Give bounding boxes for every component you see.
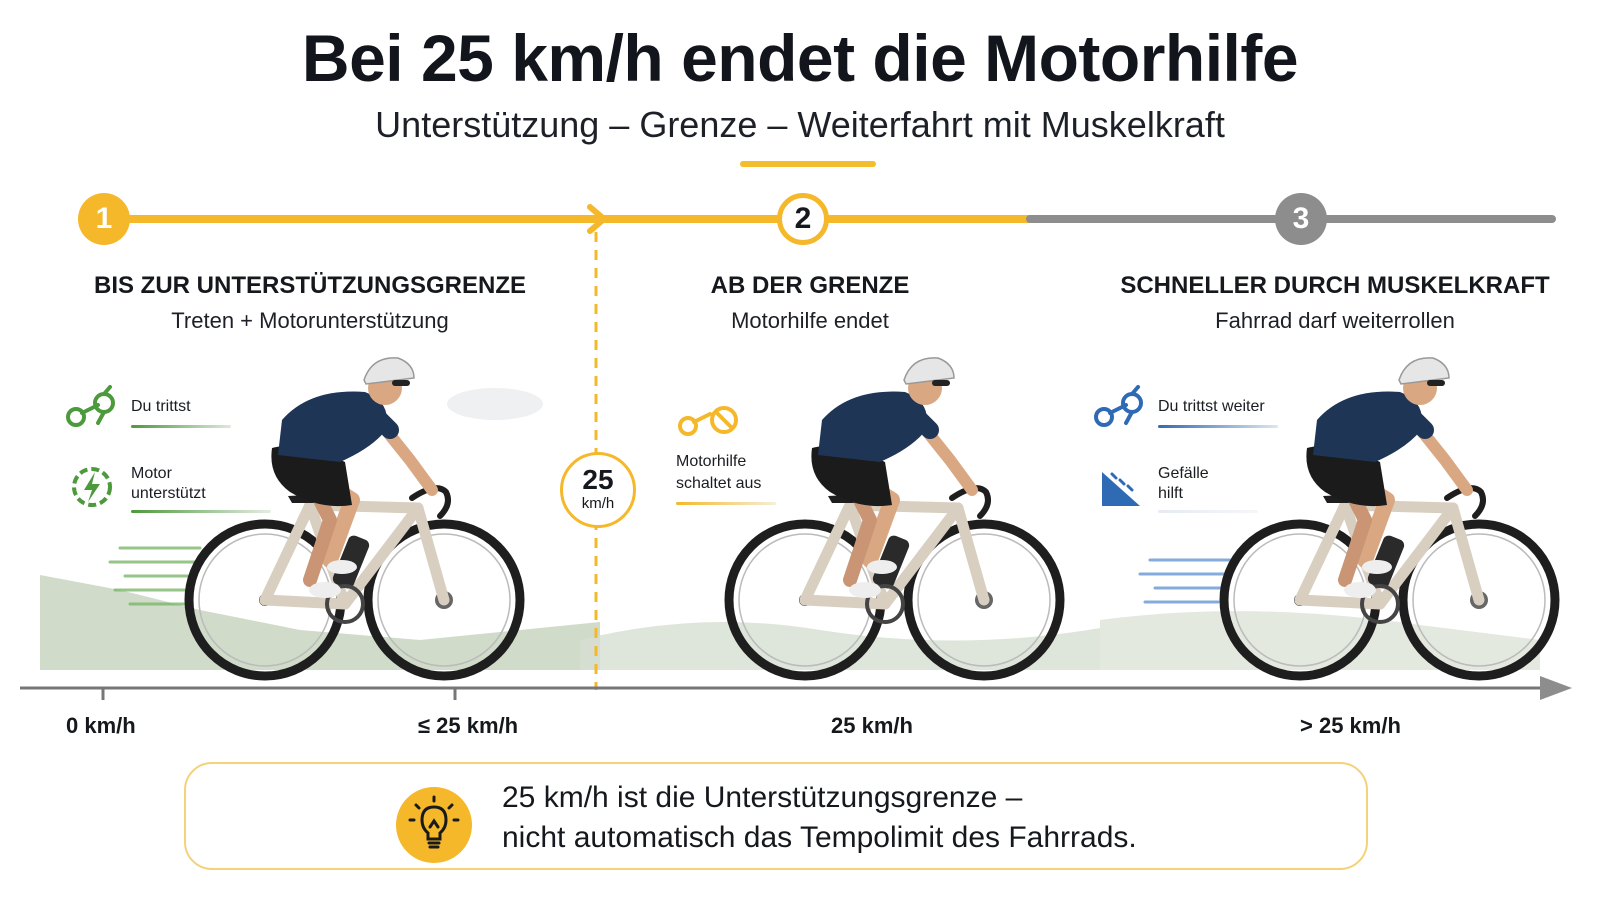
phase-3-subtitle: Fahrrad darf weiterrollen	[1215, 308, 1455, 333]
page-title: Bei 25 km/h endet die Motorhilfe	[301, 21, 1299, 95]
feature-motor-label-2: unterstützt	[131, 485, 206, 502]
pedal-crank-blue-icon	[1094, 385, 1143, 427]
feature-motor-bar	[131, 510, 271, 513]
step-3-marker: 3	[1275, 193, 1327, 245]
phase-1-title: BIS ZUR UNTERSTÜTZUNGSGRENZE	[94, 272, 526, 299]
speed-lines-green	[108, 546, 202, 606]
axis-label-0: 0 km/h	[66, 713, 136, 738]
phase-3-title: SCHNELLER DURCH MUSKELKRAFT	[1120, 272, 1550, 299]
speed-axis-arrowhead	[1540, 676, 1572, 700]
page-subtitle: Unterstützung – Grenze – Weiterfahrt mit…	[375, 104, 1225, 145]
downhill-slope-icon	[1102, 472, 1140, 506]
feature-slope-label-2: hilft	[1158, 485, 1183, 502]
feature-slope-label-1: Gefälle	[1158, 465, 1209, 482]
axis-label-25: 25 km/h	[831, 713, 913, 738]
speed-limit-badge: 25 km/h	[560, 452, 636, 528]
speed-limit-value: 25	[582, 464, 614, 495]
lightbulb-icon	[396, 787, 472, 863]
feature-slope-bar	[1158, 510, 1258, 513]
hill-left	[40, 575, 600, 670]
pedal-crank-icon	[66, 385, 115, 427]
timeline-arrow	[587, 204, 607, 234]
axis-label-above-25: > 25 km/h	[1300, 713, 1401, 738]
feature-motor-off-label-2: schaltet aus	[676, 475, 762, 492]
feature-keep-pedaling-label: Du trittst weiter	[1158, 398, 1265, 415]
speed-limit-unit: km/h	[581, 495, 615, 512]
feature-motor-off-bar	[676, 502, 776, 505]
feature-motor-off-label-1: Motorhilfe	[676, 453, 747, 470]
phase-2-subtitle: Motorhilfe endet	[731, 308, 889, 333]
info-text-line-1: 25 km/h ist die Unterstützungsgrenze –	[502, 781, 1023, 814]
motor-lightning-icon	[72, 467, 112, 507]
axis-label-up-to-25: ≤ 25 km/h	[418, 713, 519, 738]
hill-middle	[580, 622, 1100, 670]
step-1-marker: 1	[78, 193, 130, 245]
phase-1-subtitle: Treten + Motorunterstützung	[171, 308, 449, 333]
feature-pedaling-label: Du trittst	[131, 398, 191, 415]
cloud	[447, 388, 543, 420]
phase-2-title: AB DER GRENZE	[710, 272, 910, 299]
step-2-marker: 2	[777, 193, 829, 245]
title-underline	[740, 161, 876, 167]
feature-keep-pedaling-bar	[1158, 425, 1278, 428]
feature-motor-label-1: Motor	[131, 465, 172, 482]
info-text-line-2: nicht automatisch das Tempolimit des Fah…	[502, 821, 1137, 854]
motor-off-icon	[678, 406, 738, 436]
feature-pedaling-bar	[131, 425, 231, 428]
info-box	[184, 762, 1368, 870]
hill-right	[1100, 611, 1540, 670]
speed-lines-blue	[1138, 558, 1232, 604]
